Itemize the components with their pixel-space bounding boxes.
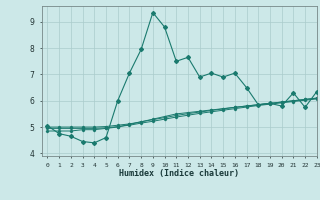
- X-axis label: Humidex (Indice chaleur): Humidex (Indice chaleur): [119, 169, 239, 178]
